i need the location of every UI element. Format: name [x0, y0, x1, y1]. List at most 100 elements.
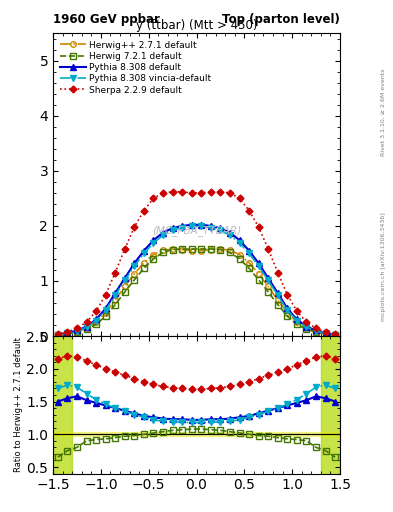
Pythia 8.308 vincia-default	[314, 328, 318, 334]
Pythia 8.308 default	[333, 332, 338, 338]
Pythia 8.308 vincia-default	[170, 227, 175, 233]
Herwig 7.2.1 default	[161, 249, 165, 255]
Sherpa 2.2.9 default	[180, 189, 185, 195]
Pythia 8.308 default	[218, 225, 223, 231]
Herwig 7.2.1 default	[84, 326, 89, 332]
Y-axis label: Ratio to Herwig++ 2.7.1 default: Ratio to Herwig++ 2.7.1 default	[15, 337, 24, 472]
Bar	[53, 432, 340, 436]
Herwig++ 2.7.1 default	[123, 284, 127, 290]
Pythia 8.308 default	[304, 324, 309, 330]
Pythia 8.308 vincia-default	[333, 332, 338, 338]
Herwig++ 2.7.1 default	[132, 271, 137, 277]
Pythia 8.308 vincia-default	[295, 317, 299, 324]
Sherpa 2.2.9 default	[295, 308, 299, 314]
Herwig 7.2.1 default	[285, 313, 290, 319]
Pythia 8.308 vincia-default	[65, 330, 70, 336]
Herwig++ 2.7.1 default	[103, 310, 108, 316]
Bar	[53, 336, 72, 474]
Herwig 7.2.1 default	[141, 265, 146, 271]
Herwig++ 2.7.1 default	[161, 247, 165, 253]
Pythia 8.308 default	[170, 225, 175, 231]
Herwig++ 2.7.1 default	[55, 332, 60, 338]
Herwig++ 2.7.1 default	[266, 284, 270, 290]
Pythia 8.308 default	[228, 229, 232, 236]
Pythia 8.308 vincia-default	[247, 250, 252, 257]
Herwig++ 2.7.1 default	[323, 331, 328, 337]
Sherpa 2.2.9 default	[84, 319, 89, 325]
Text: Top (parton level): Top (parton level)	[222, 13, 340, 26]
Herwig++ 2.7.1 default	[209, 246, 213, 252]
Sherpa 2.2.9 default	[218, 189, 223, 195]
Herwig 7.2.1 default	[237, 256, 242, 262]
Herwig 7.2.1 default	[189, 246, 194, 252]
Pythia 8.308 vincia-default	[84, 324, 89, 330]
Pythia 8.308 vincia-default	[180, 224, 185, 230]
Pythia 8.308 vincia-default	[256, 263, 261, 269]
Sherpa 2.2.9 default	[170, 189, 175, 195]
Sherpa 2.2.9 default	[161, 190, 165, 196]
Sherpa 2.2.9 default	[151, 195, 156, 201]
Herwig++ 2.7.1 default	[256, 271, 261, 277]
Line: Herwig++ 2.7.1 default: Herwig++ 2.7.1 default	[55, 246, 338, 338]
Herwig++ 2.7.1 default	[228, 247, 232, 253]
Sherpa 2.2.9 default	[123, 246, 127, 252]
Pythia 8.308 default	[247, 248, 252, 254]
Line: Pythia 8.308 default: Pythia 8.308 default	[55, 222, 338, 338]
Pythia 8.308 vincia-default	[123, 278, 127, 284]
Herwig 7.2.1 default	[151, 256, 156, 262]
Sherpa 2.2.9 default	[65, 329, 70, 335]
Sherpa 2.2.9 default	[237, 195, 242, 201]
Title: y (t̅tbar) (Mtt > 450): y (t̅tbar) (Mtt > 450)	[136, 19, 257, 32]
Herwig++ 2.7.1 default	[199, 248, 204, 254]
Pythia 8.308 vincia-default	[323, 330, 328, 336]
Pythia 8.308 vincia-default	[285, 307, 290, 313]
Sherpa 2.2.9 default	[228, 190, 232, 196]
Pythia 8.308 vincia-default	[103, 307, 108, 313]
Pythia 8.308 default	[189, 222, 194, 228]
Text: Rivet 3.1.10, ≥ 2.6M events: Rivet 3.1.10, ≥ 2.6M events	[381, 69, 386, 156]
Sherpa 2.2.9 default	[314, 325, 318, 331]
Pythia 8.308 default	[141, 248, 146, 254]
Pythia 8.308 default	[180, 223, 185, 229]
Herwig++ 2.7.1 default	[151, 251, 156, 258]
Text: 1960 GeV ppbar: 1960 GeV ppbar	[53, 13, 160, 26]
Herwig++ 2.7.1 default	[180, 246, 185, 252]
Pythia 8.308 vincia-default	[304, 324, 309, 330]
Sherpa 2.2.9 default	[94, 308, 98, 314]
Pythia 8.308 default	[314, 328, 318, 334]
Herwig 7.2.1 default	[256, 277, 261, 283]
Pythia 8.308 vincia-default	[94, 317, 98, 324]
Herwig 7.2.1 default	[55, 332, 60, 338]
Pythia 8.308 default	[275, 290, 280, 296]
Pythia 8.308 default	[266, 275, 270, 281]
Herwig++ 2.7.1 default	[189, 248, 194, 254]
Herwig++ 2.7.1 default	[237, 251, 242, 258]
Pythia 8.308 default	[94, 316, 98, 323]
Bar	[321, 336, 340, 474]
Text: (MC_FBA_TTBAR): (MC_FBA_TTBAR)	[152, 225, 241, 236]
Bar	[321, 336, 340, 474]
Herwig 7.2.1 default	[65, 331, 70, 337]
Herwig 7.2.1 default	[180, 246, 185, 252]
Pythia 8.308 vincia-default	[189, 223, 194, 229]
Herwig 7.2.1 default	[123, 289, 127, 295]
Sherpa 2.2.9 default	[209, 189, 213, 195]
Pythia 8.308 vincia-default	[161, 232, 165, 239]
Sherpa 2.2.9 default	[256, 224, 261, 230]
Herwig 7.2.1 default	[209, 246, 213, 252]
Herwig++ 2.7.1 default	[94, 319, 98, 325]
Sherpa 2.2.9 default	[199, 190, 204, 196]
Pythia 8.308 vincia-default	[237, 240, 242, 246]
Sherpa 2.2.9 default	[141, 207, 146, 214]
Pythia 8.308 vincia-default	[151, 240, 156, 246]
Pythia 8.308 default	[323, 330, 328, 336]
Herwig++ 2.7.1 default	[314, 329, 318, 335]
Pythia 8.308 default	[295, 316, 299, 323]
Herwig 7.2.1 default	[266, 289, 270, 295]
Herwig++ 2.7.1 default	[218, 246, 223, 252]
Herwig++ 2.7.1 default	[170, 246, 175, 252]
Pythia 8.308 default	[55, 332, 60, 338]
Line: Pythia 8.308 vincia-default: Pythia 8.308 vincia-default	[55, 224, 338, 338]
Herwig 7.2.1 default	[275, 302, 280, 308]
Herwig++ 2.7.1 default	[333, 332, 338, 338]
